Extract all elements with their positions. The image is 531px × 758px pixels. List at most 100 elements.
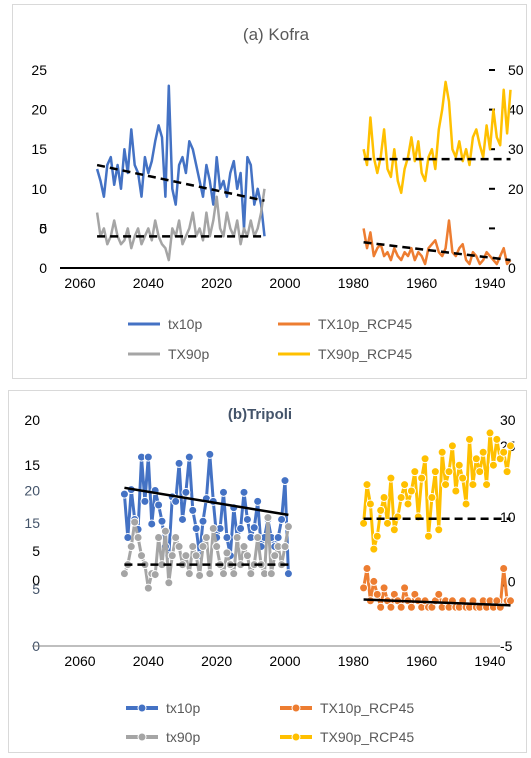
- series-marker-TX90p_RCP45: [471, 454, 481, 464]
- series-marker-TX90p: [188, 542, 198, 552]
- series-marker-TX90p_RCP45: [499, 447, 509, 457]
- series-marker-TX90p_RCP45: [365, 499, 375, 509]
- series-marker-tx10p: [123, 533, 133, 543]
- series-marker-TX10p_RCP45: [369, 576, 379, 586]
- y-left-tick-label: 0: [39, 260, 47, 276]
- series-marker-TX90p: [150, 570, 160, 580]
- series-marker-TX90p: [283, 522, 293, 532]
- series-marker-TX90p_RCP45: [396, 492, 406, 502]
- chart-tripoli: (b)Tripoli20152015505030251010-520602040…: [24, 406, 516, 745]
- series-marker-TX90p_RCP45: [434, 525, 444, 535]
- legend-label: TX90p_RCP45: [320, 729, 414, 745]
- series-marker-TX90p_RCP45: [485, 428, 495, 438]
- series-marker-TX90p: [119, 569, 129, 579]
- legend-marker-TX10p_RCP45: [291, 703, 301, 713]
- series-marker-TX90p: [160, 526, 170, 536]
- series-marker-TX90p_RCP45: [406, 486, 416, 496]
- y-right-tick-label: 10: [500, 509, 516, 525]
- chart-title: (a) Kofra: [243, 25, 310, 44]
- x-tick-label: 1940: [474, 275, 505, 291]
- series-marker-TX90p: [219, 569, 228, 579]
- series-marker-TX10p_RCP45: [359, 583, 369, 593]
- series-marker-TX90p_RCP45: [389, 525, 399, 535]
- y-right-tick-label: 40: [508, 102, 524, 118]
- y-left-tick-label: 5: [32, 581, 40, 597]
- series-marker-TX90p_RCP45: [506, 441, 515, 451]
- y-left-tick-label: 20: [24, 483, 40, 499]
- legend-label: TX10p_RCP45: [320, 700, 414, 716]
- series-marker-TX90p_RCP45: [369, 544, 379, 554]
- series-marker-TX90p: [130, 517, 140, 527]
- y-left-tick-label: 10: [31, 181, 47, 197]
- x-tick-label: 2060: [64, 653, 95, 669]
- series-marker-TX90p: [154, 533, 164, 543]
- series-marker-tx10p: [147, 519, 157, 529]
- series-marker-TX10p_RCP45: [386, 602, 396, 612]
- series-marker-TX90p: [266, 569, 276, 579]
- y-right-tick-label: 50: [508, 62, 524, 78]
- series-marker-tx10p: [140, 496, 150, 506]
- series-marker-TX90p_RCP45: [410, 467, 420, 477]
- series-marker-TX90p: [174, 542, 184, 552]
- series-marker-tx10p: [188, 505, 198, 515]
- series-marker-tx10p: [273, 533, 283, 543]
- legend-marker-tx10p: [137, 703, 147, 713]
- series-marker-TX90p: [208, 523, 218, 533]
- series-marker-TX90p_RCP45: [444, 467, 454, 477]
- series-marker-TX90p_RCP45: [383, 518, 392, 528]
- trend-line: [363, 241, 511, 262]
- series-marker-TX90p: [143, 583, 153, 593]
- y-right-tick-label: 30: [508, 141, 524, 157]
- y-right-tick-label: 30: [500, 412, 516, 428]
- series-marker-TX90p: [164, 578, 174, 588]
- series-marker-tx10p: [178, 514, 187, 524]
- y-left-tick-label: 5: [32, 543, 40, 559]
- y-right-tick-label: 20: [508, 181, 524, 197]
- series-marker-tx10p: [219, 487, 228, 497]
- series-marker-TX10p_RCP45: [499, 564, 509, 574]
- series-marker-TX90p_RCP45: [458, 473, 468, 483]
- series-marker-TX90p: [270, 551, 280, 561]
- series-marker-TX90p_RCP45: [465, 434, 474, 444]
- series-marker-TX90p: [181, 551, 191, 561]
- series-marker-TX10p_RCP45: [362, 564, 372, 574]
- series-marker-TX90p: [137, 551, 146, 561]
- series-marker-TX90p_RCP45: [488, 460, 498, 470]
- series-marker-TX90p_RCP45: [427, 492, 437, 502]
- series-marker-TX90p_RCP45: [430, 467, 440, 477]
- trend-line: [96, 163, 265, 202]
- series-marker-tx10p: [222, 533, 232, 543]
- legend-label: TX10p_RCP45: [318, 316, 412, 332]
- chart-title: (b)Tripoli: [228, 406, 292, 423]
- series-marker-tx10p: [242, 514, 252, 524]
- series-marker-tx10p: [205, 449, 215, 459]
- series-marker-TX90p_RCP45: [403, 499, 413, 509]
- y-left-tick-label: 20: [31, 102, 47, 118]
- series-marker-tx10p: [253, 496, 263, 506]
- series-marker-tx10p: [119, 489, 129, 499]
- series-marker-tx10p: [154, 500, 164, 510]
- series-marker-tx10p: [239, 487, 249, 497]
- y-left-tick-label: 15: [24, 457, 40, 473]
- y-left-tick-label: 20: [24, 412, 40, 428]
- x-tick-label: 1960: [406, 653, 437, 669]
- series-marker-TX10p_RCP45: [400, 583, 410, 593]
- series-marker-TX10p_RCP45: [372, 589, 382, 599]
- series-marker-TX90p: [246, 569, 256, 579]
- series-marker-TX90p: [201, 533, 211, 543]
- series-marker-tx10p: [174, 458, 184, 468]
- series-marker-TX90p_RCP45: [502, 467, 512, 477]
- series-marker-TX90p_RCP45: [461, 499, 471, 509]
- series-line-TX10p_RCP45: [362, 219, 512, 266]
- series-line-TX90p: [95, 188, 266, 262]
- legend-label: tx10p: [168, 316, 202, 332]
- legend-marker-TX90p_RCP45: [291, 732, 301, 742]
- y-right-tick-label: 0: [508, 260, 516, 276]
- legend-label: TX90p_RCP45: [318, 346, 412, 362]
- series-line-TX90p_RCP45: [362, 431, 512, 551]
- x-tick-label: 2040: [133, 653, 164, 669]
- series-marker-tx10p: [198, 516, 208, 526]
- series-marker-tx10p: [236, 523, 246, 533]
- series-marker-TX90p_RCP45: [468, 480, 478, 490]
